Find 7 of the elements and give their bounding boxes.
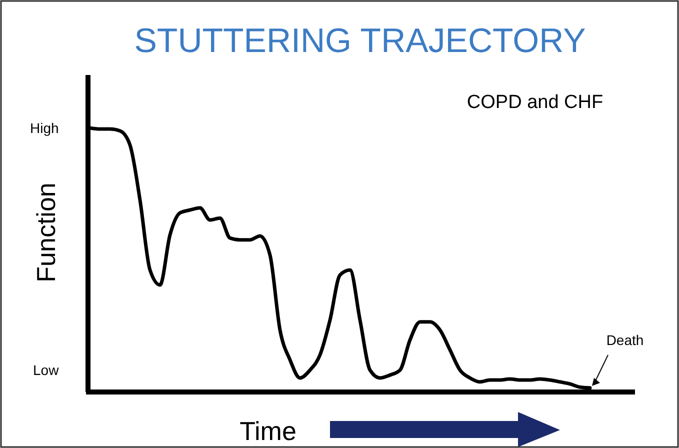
x-axis-title: Time xyxy=(240,416,296,446)
y-axis-title: Function xyxy=(31,182,61,282)
text: High xyxy=(30,120,59,136)
chart-subtitle: COPD and CHF xyxy=(466,92,604,113)
text: Low xyxy=(33,362,60,378)
chart-title: STUTTERING TRAJECTORY xyxy=(134,22,586,60)
text: Death xyxy=(606,332,644,348)
